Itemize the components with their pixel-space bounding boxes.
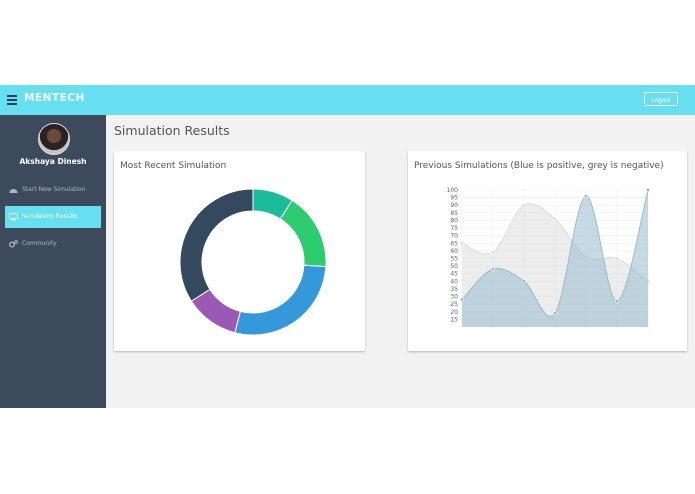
recent-simulation-card: Most Recent Simulation: [114, 151, 365, 351]
y-tick-label: 30: [450, 294, 458, 301]
sidebar-item-label: Simulation Results: [22, 213, 78, 220]
card-title: Previous Simulations (Blue is positive, …: [414, 161, 664, 171]
page-title: Simulation Results: [114, 123, 230, 138]
y-tick-label: 35: [450, 286, 458, 293]
y-tick-label: 80: [450, 217, 458, 224]
data-point: [552, 311, 558, 316]
sidebar: Akshaya Dinesh Start New Simulation Simu…: [0, 115, 106, 408]
logout-button[interactable]: Logout: [644, 92, 678, 106]
sidebar-item-community[interactable]: Community: [5, 233, 101, 255]
series-area: [462, 190, 648, 327]
y-tick-label: 90: [450, 202, 458, 209]
y-tick-label: 25: [450, 301, 458, 308]
data-point: [490, 267, 496, 272]
y-tick-label: 20: [450, 309, 458, 316]
donut-slice: [279, 199, 327, 268]
donut-slice: [179, 188, 254, 302]
series-line: [461, 189, 649, 317]
top-bar: MENTECH Logout: [0, 85, 695, 115]
sidebar-item-start-new-simulation[interactable]: Start New Simulation: [5, 179, 101, 201]
previous-simulations-card: Previous Simulations (Blue is positive, …: [408, 151, 687, 351]
y-tick-label: 70: [450, 233, 458, 240]
gears-icon: [9, 240, 18, 248]
y-tick-label: 40: [450, 278, 458, 285]
card-title: Most Recent Simulation: [120, 161, 227, 171]
dashboard-icon: [9, 189, 18, 193]
sidebar-item-label: Community: [22, 240, 57, 247]
data-point: [459, 241, 465, 246]
sidebar-item-label: Start New Simulation: [22, 186, 86, 193]
main-content: Simulation Results Most Recent Simulatio…: [106, 115, 695, 408]
data-point: [490, 250, 496, 255]
avatar: [38, 123, 70, 155]
sidebar-item-simulation-results[interactable]: Simulation Results: [5, 206, 101, 228]
data-point: [614, 299, 620, 304]
donut-chart: [179, 188, 327, 336]
data-point: [583, 193, 589, 199]
user-name: Akshaya Dinesh: [19, 157, 87, 166]
data-point: [552, 216, 558, 222]
hamburger-menu-icon[interactable]: [7, 95, 17, 107]
data-point: [521, 279, 527, 284]
data-point: [521, 203, 527, 208]
monitor-icon: [9, 213, 18, 221]
data-point: [459, 297, 465, 302]
y-tick-label: 85: [450, 210, 458, 217]
y-tick-label: 95: [450, 195, 458, 202]
y-tick-label: 50: [450, 263, 458, 270]
data-point: [645, 187, 651, 193]
brand-logo[interactable]: MENTECH: [24, 92, 85, 104]
y-tick-label: 45: [450, 271, 458, 278]
y-tick-label: 100: [447, 187, 459, 194]
y-tick-label: 65: [450, 240, 458, 247]
donut-slice: [234, 264, 327, 336]
y-tick-label: 60: [450, 248, 458, 255]
y-tick-label: 55: [450, 256, 458, 263]
data-point: [614, 256, 620, 261]
y-tick-label: 15: [450, 316, 458, 323]
y-tick-label: 75: [450, 225, 458, 232]
